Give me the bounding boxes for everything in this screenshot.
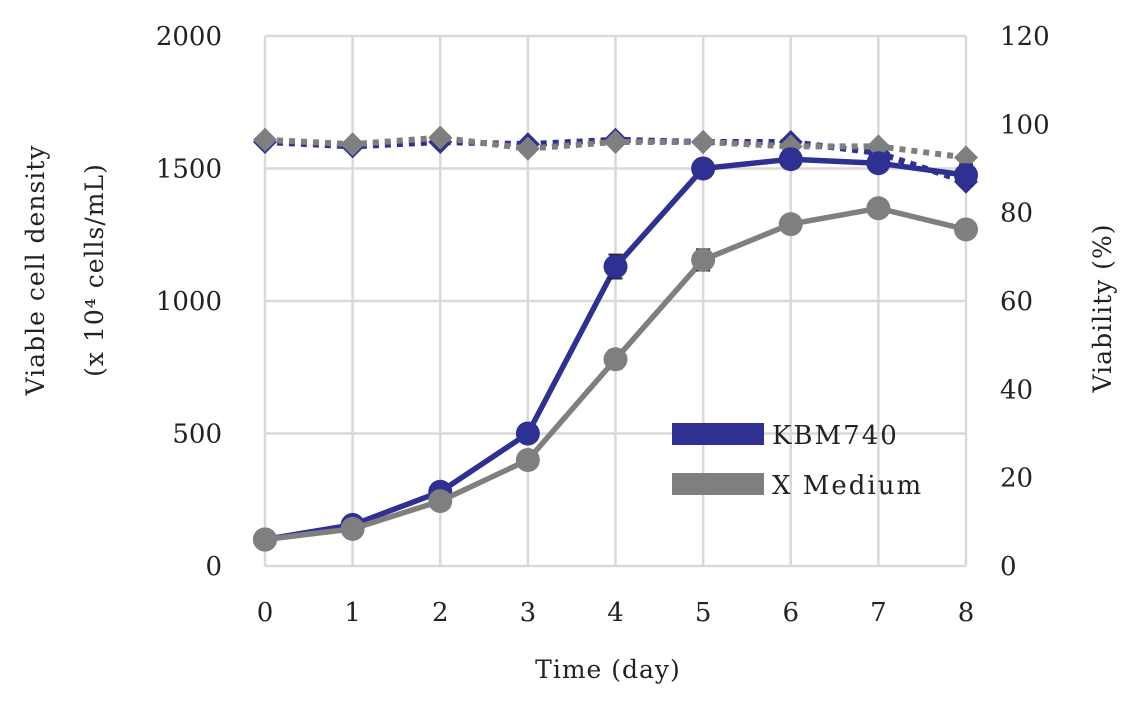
right-y-tick-label: 80 — [1000, 199, 1033, 229]
data-point-diamond — [866, 134, 891, 159]
data-point-diamond — [340, 132, 365, 157]
legend: KBM740 X Medium — [672, 421, 923, 501]
data-series — [253, 125, 978, 552]
data-point-circle — [603, 347, 628, 372]
x-tick-label: 7 — [870, 598, 887, 628]
right-y-tick-label: 20 — [1000, 464, 1033, 494]
x-tick-label: 2 — [432, 598, 449, 628]
right-y-tick-label: 60 — [1000, 287, 1033, 317]
legend-label: X Medium — [772, 471, 923, 501]
left-y-axis-title-line2: (x 10⁴ cells/mL) — [80, 163, 109, 377]
x-axis-title: Time (day) — [535, 655, 681, 684]
x-tick-label: 1 — [344, 598, 361, 628]
data-point-circle — [515, 448, 540, 472]
data-point-circle — [253, 527, 277, 552]
legend-swatch — [672, 473, 764, 495]
right-y-axis-title: Viability (%) — [1088, 224, 1117, 394]
data-point-circle — [954, 163, 978, 188]
x-tick-label: 8 — [958, 598, 975, 628]
data-point-circle — [340, 516, 365, 541]
left-y-tick-label: 1500 — [156, 155, 222, 185]
data-point-diamond — [954, 145, 978, 170]
data-point-circle — [866, 196, 891, 221]
x-tick-label: 5 — [695, 598, 712, 628]
legend-label: KBM740 — [772, 421, 899, 451]
left-y-tick-label: 1000 — [156, 287, 222, 317]
x-tick-label: 4 — [607, 598, 624, 628]
grid-lines — [263, 34, 968, 568]
data-point-diamond — [691, 130, 716, 154]
data-point-diamond — [515, 136, 540, 161]
right-y-tick-label: 0 — [1000, 552, 1017, 582]
right-y-tick-label: 120 — [1000, 22, 1050, 52]
data-point-circle — [603, 254, 628, 279]
series-x-medium — [253, 196, 978, 552]
right-y-tick-label: 40 — [1000, 375, 1033, 405]
data-point-circle — [778, 212, 803, 237]
legend-swatch — [672, 423, 764, 445]
data-point-circle — [866, 151, 891, 176]
data-point-circle — [515, 421, 540, 446]
x-tick-label: 6 — [782, 598, 799, 628]
left-y-tick-label: 0 — [205, 552, 222, 582]
data-point-circle — [428, 489, 453, 514]
x-tick-label: 0 — [257, 598, 274, 628]
data-point-circle — [691, 247, 716, 272]
right-y-tick-label: 100 — [1000, 110, 1050, 140]
x-tick-label: 3 — [520, 598, 537, 628]
left-y-axis-title-line1: Viable cell density — [21, 145, 50, 397]
left-y-tick-label: 500 — [172, 420, 222, 450]
data-point-diamond — [428, 125, 453, 150]
left-y-tick-label: 2000 — [156, 22, 222, 52]
data-point-circle — [691, 156, 716, 181]
data-point-diamond — [253, 127, 277, 152]
axes: 0 500 1000 1500 2000 0 20 40 60 80 100 120 0 1 2 3 4 5 6 7 8 — [156, 22, 1050, 628]
data-point-circle — [954, 217, 978, 242]
data-point-diamond — [603, 130, 628, 154]
data-point-circle — [778, 147, 803, 172]
